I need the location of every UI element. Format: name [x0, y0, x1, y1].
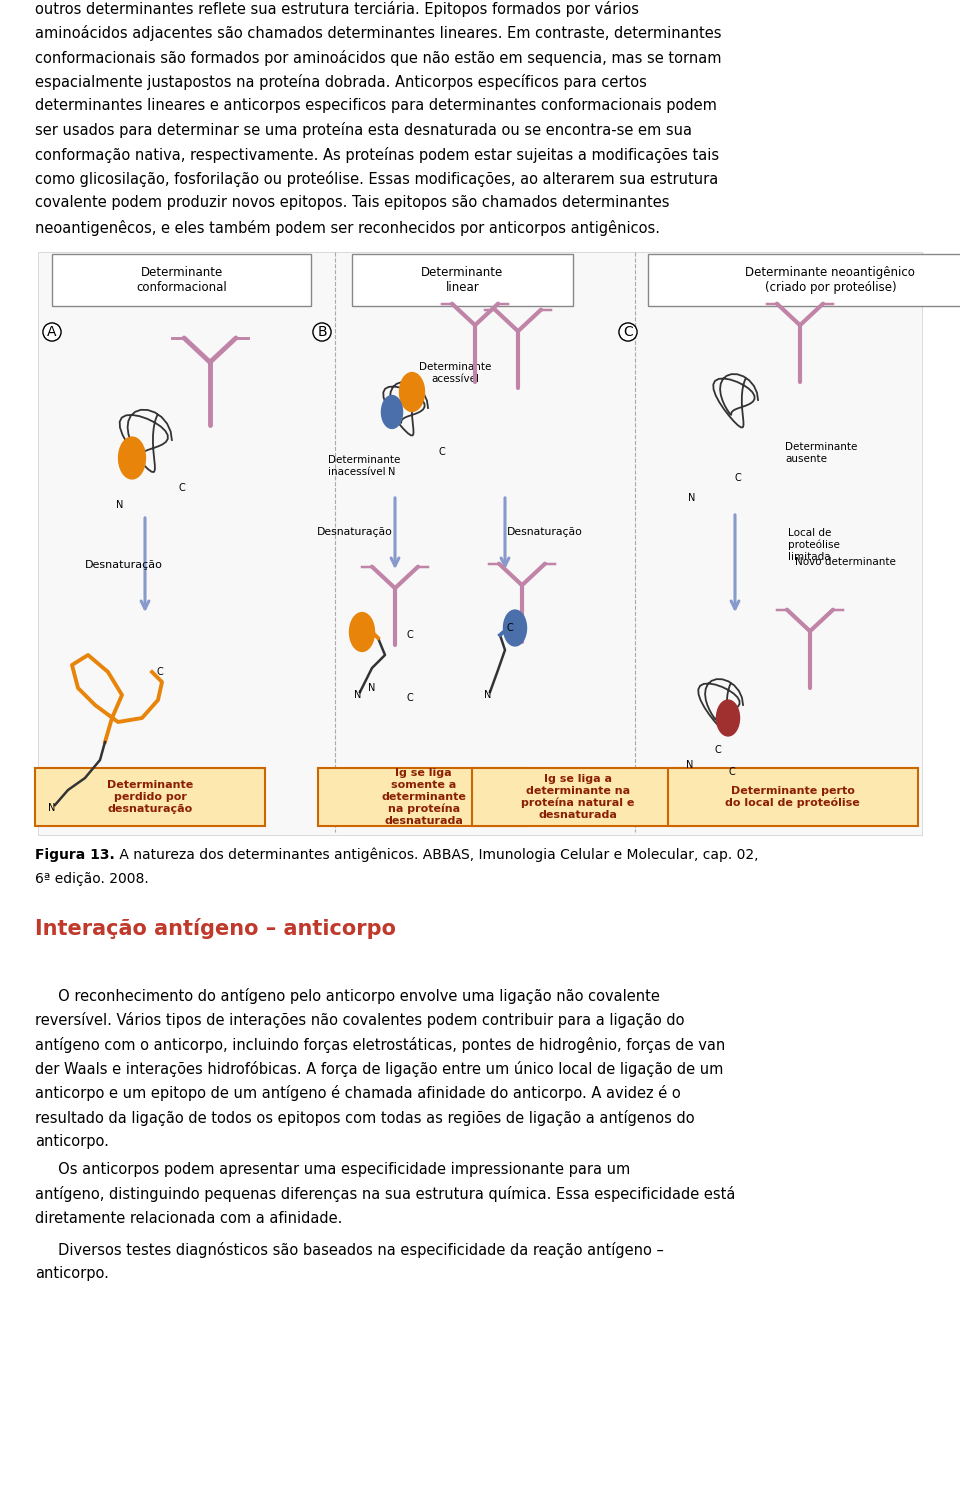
- Text: Determinante
conformacional: Determinante conformacional: [136, 266, 227, 295]
- Circle shape: [381, 396, 402, 429]
- FancyBboxPatch shape: [668, 768, 918, 827]
- Text: Determinante
acessível: Determinante acessível: [419, 362, 492, 384]
- Text: C: C: [507, 623, 514, 632]
- FancyBboxPatch shape: [352, 254, 573, 306]
- Text: Desnaturação: Desnaturação: [507, 528, 583, 537]
- Circle shape: [119, 437, 146, 478]
- Text: reversível. Vários tipos de interações não covalentes podem contribuir para a li: reversível. Vários tipos de interações n…: [35, 1012, 684, 1029]
- Text: O reconhecimento do antígeno pelo anticorpo envolve uma ligação não covalente: O reconhecimento do antígeno pelo antico…: [35, 988, 660, 1005]
- Text: resultado da ligação de todos os epitopos com todas as regiões de ligação a antí: resultado da ligação de todos os epitopo…: [35, 1109, 695, 1126]
- Text: espacialmente justapostos na proteína dobrada. Anticorpos específicos para certo: espacialmente justapostos na proteína do…: [35, 73, 647, 90]
- FancyBboxPatch shape: [52, 254, 311, 306]
- Text: C: C: [729, 767, 735, 777]
- Text: outros determinantes reflete sua estrutura terciária. Epitopos formados por vári: outros determinantes reflete sua estrutu…: [35, 1, 639, 16]
- Text: Novo determinante: Novo determinante: [795, 558, 896, 567]
- Text: Interação antígeno – anticorpo: Interação antígeno – anticorpo: [35, 918, 396, 939]
- Text: Local de
proteólise
limitada: Local de proteólise limitada: [788, 528, 840, 562]
- Text: Ig se liga a
determinante na
proteína natural e
desnaturada: Ig se liga a determinante na proteína na…: [521, 774, 635, 819]
- Text: antígeno, distinguindo pequenas diferenças na sua estrutura química. Essa especi: antígeno, distinguindo pequenas diferenç…: [35, 1187, 735, 1202]
- Text: Determinante
linear: Determinante linear: [421, 266, 504, 295]
- Text: aminoácidos adjacentes são chamados determinantes lineares. Em contraste, determ: aminoácidos adjacentes são chamados dete…: [35, 25, 722, 42]
- Text: C: C: [734, 472, 741, 483]
- FancyBboxPatch shape: [38, 253, 922, 836]
- FancyBboxPatch shape: [318, 768, 529, 827]
- Text: N: N: [369, 683, 375, 694]
- Text: anticorpo.: anticorpo.: [35, 1266, 108, 1281]
- FancyBboxPatch shape: [648, 254, 960, 306]
- Text: Determinante
inacessível: Determinante inacessível: [328, 454, 400, 477]
- Text: diretamente relacionada com a afinidade.: diretamente relacionada com a afinidade.: [35, 1211, 343, 1226]
- Text: C: C: [407, 629, 414, 640]
- Text: N: N: [388, 466, 396, 477]
- Text: Determinante perto
do local de proteólise: Determinante perto do local de proteólis…: [726, 786, 860, 809]
- Text: N: N: [688, 493, 696, 502]
- Text: A natureza dos determinantes antigênicos. ABBAS, Imunologia Celular e Molecular,: A natureza dos determinantes antigênicos…: [114, 848, 758, 863]
- Text: C: C: [623, 324, 633, 339]
- Text: N: N: [354, 691, 362, 700]
- Text: neoantigenêcos, e eles também podem ser reconhecidos por anticorpos antigênicos.: neoantigenêcos, e eles também podem ser …: [35, 220, 660, 236]
- FancyBboxPatch shape: [35, 768, 265, 827]
- Text: 6ª edição. 2008.: 6ª edição. 2008.: [35, 872, 149, 885]
- Text: covalente podem produzir novos epitopos. Tais epitopos são chamados determinante: covalente podem produzir novos epitopos.…: [35, 196, 669, 211]
- Text: anticorpo.: anticorpo.: [35, 1133, 108, 1148]
- Text: Determinante
ausente: Determinante ausente: [785, 443, 857, 463]
- Text: conformação nativa, respectivamente. As proteínas podem estar sujeitas a modific: conformação nativa, respectivamente. As …: [35, 147, 719, 163]
- Text: Desnaturação: Desnaturação: [317, 528, 393, 537]
- Text: der Waals e interações hidrofóbicas. A força de ligação entre um único local de : der Waals e interações hidrofóbicas. A f…: [35, 1061, 724, 1076]
- Text: ser usados para determinar se uma proteína esta desnaturada ou se encontra-se em: ser usados para determinar se uma proteí…: [35, 123, 692, 139]
- Text: como glicosilаção, fosforilação ou proteólise. Essas modificações, ao alterarem : como glicosilаção, fosforilação ou prote…: [35, 170, 718, 187]
- Circle shape: [716, 700, 739, 736]
- Text: determinantes lineares e anticorpos especificos para determinantes conformaciona: determinantes lineares e anticorpos espe…: [35, 99, 717, 114]
- Text: N: N: [686, 759, 694, 770]
- Text: N: N: [48, 803, 56, 813]
- Text: Figura 13.: Figura 13.: [35, 848, 115, 863]
- Text: Ig se liga
somente a
determinante
na proteína
desnaturada: Ig se liga somente a determinante na pro…: [381, 768, 466, 825]
- Text: Determinante neoantigênico
(criado por proteólise): Determinante neoantigênico (criado por p…: [746, 266, 915, 295]
- Circle shape: [503, 610, 526, 646]
- Text: Desnaturação: Desnaturação: [85, 561, 163, 570]
- Text: C: C: [179, 483, 185, 493]
- Text: N: N: [116, 499, 124, 510]
- Text: N: N: [484, 691, 492, 700]
- Text: C: C: [714, 745, 721, 755]
- Text: C: C: [156, 667, 163, 677]
- Text: Diversos testes diagnósticos são baseados na especificidade da reação antígeno –: Diversos testes diagnósticos são baseado…: [35, 1242, 664, 1257]
- Circle shape: [399, 372, 424, 411]
- Text: C: C: [439, 447, 445, 457]
- Text: A: A: [47, 324, 57, 339]
- FancyBboxPatch shape: [472, 768, 684, 827]
- Text: conformacionais são formados por aminoácidos que não estão em sequencia, mas se : conformacionais são formados por aminoác…: [35, 49, 722, 66]
- Text: Os anticorpos podem apresentar uma especificidade impressionante para um: Os anticorpos podem apresentar uma espec…: [35, 1162, 631, 1177]
- Text: Determinante
perdido por
desnaturação: Determinante perdido por desnaturação: [108, 780, 193, 813]
- Circle shape: [349, 613, 374, 652]
- Text: C: C: [407, 694, 414, 703]
- Text: B: B: [317, 324, 326, 339]
- Text: antígeno com o anticorpo, incluindo forças eletrostáticas, pontes de hidrogênio,: antígeno com o anticorpo, incluindo forç…: [35, 1036, 725, 1052]
- Text: anticorpo e um epitopo de um antígeno é chamada afinidade do anticorpo. A avidez: anticorpo e um epitopo de um antígeno é …: [35, 1085, 681, 1102]
